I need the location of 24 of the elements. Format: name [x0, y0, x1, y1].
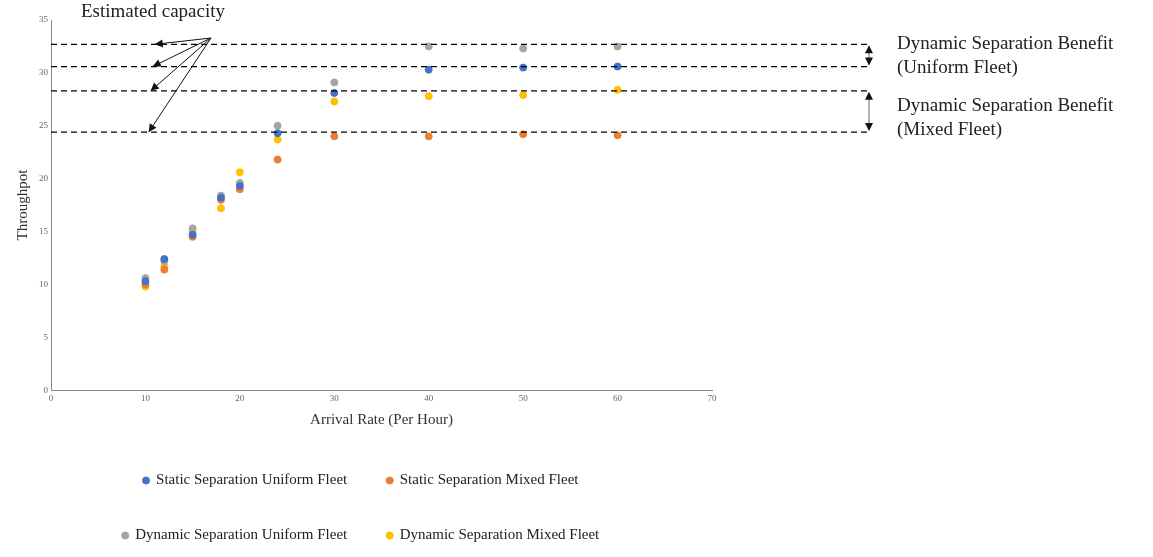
x-tick-label: 60 — [613, 392, 623, 403]
text: Dynamic Separation Benefit (Uniform Fleet) — [897, 31, 1115, 80]
text: Dynamic Separation Benefit (Mixed Fleet) — [897, 93, 1115, 142]
y-axis-title: Throughpot — [13, 168, 30, 241]
x-tick-label: 10 — [140, 392, 151, 403]
legend-label: Static Separation Mixed Fleet — [399, 471, 580, 488]
x-tick-label: 50 — [518, 392, 529, 403]
legend-label: Static Separation Uniform Fleet — [156, 471, 349, 488]
y-tick-label: 5 — [43, 331, 49, 342]
x-axis-title: Arrival Rate (Per Hour) — [310, 410, 453, 428]
legend-label: Dynamic Separation Uniform Fleet — [135, 526, 349, 543]
annotation: Estimated capacity — [81, 0, 226, 22]
y-tick-label: 0 — [43, 384, 49, 395]
y-tick-label: 10 — [39, 278, 49, 289]
y-tick-label: 35 — [39, 14, 49, 25]
x-tick-label: 30 — [329, 392, 340, 403]
y-tick-label: 15 — [39, 225, 49, 236]
y-tick-label: 30 — [39, 67, 49, 78]
x-tick-label: 40 — [424, 392, 434, 403]
legend-label: Dynamic Separation Mixed Fleet — [399, 526, 601, 543]
x-tick-label: 20 — [235, 392, 245, 403]
y-tick-label: 20 — [39, 173, 49, 184]
x-tick-label: 70 — [707, 392, 717, 403]
y-tick-label: 25 — [39, 120, 49, 131]
